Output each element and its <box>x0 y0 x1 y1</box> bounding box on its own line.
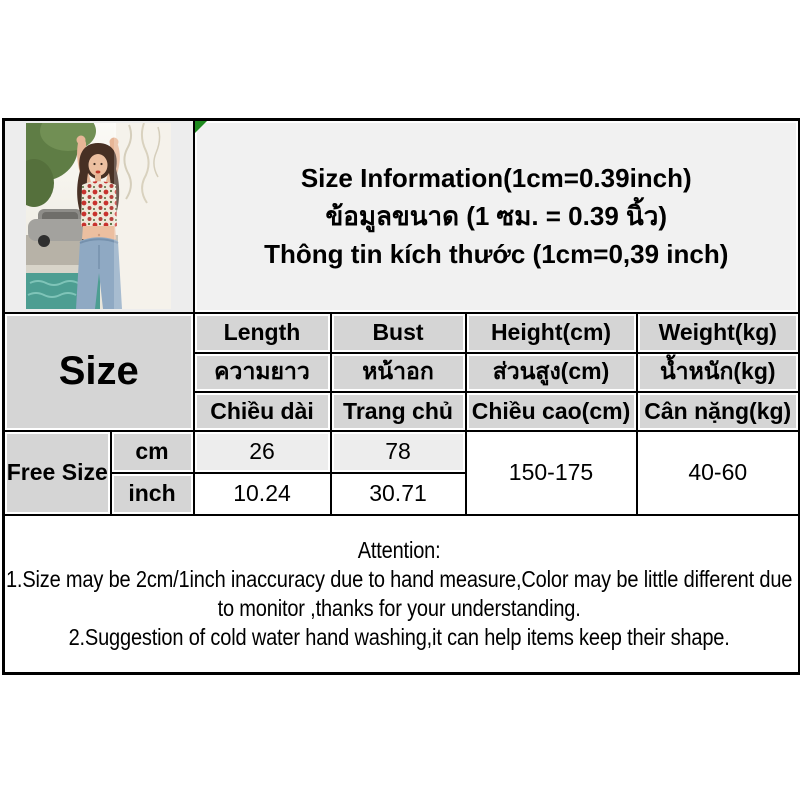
header-weight-vi: Cân nặng(kg) <box>635 390 800 432</box>
unit-inch-cell: inch <box>109 471 195 516</box>
value-height-range: 150-175 <box>464 429 638 516</box>
header-height-th: ส่วนสูง(cm) <box>464 351 638 393</box>
header-length-th: ความยาว <box>192 351 332 393</box>
header-bust-th: หน้าอก <box>329 351 467 393</box>
unit-cm-cell: cm <box>109 429 195 474</box>
title-cell: Size Information(1cm=0.39inch) ข้อมูลขนา… <box>192 118 800 314</box>
size-information-table: Size Information(1cm=0.39inch) ข้อมูลขนา… <box>2 118 800 675</box>
header-height-vi: Chiều cao(cm) <box>464 390 638 432</box>
value-bust-inch: 30.71 <box>329 471 467 516</box>
product-photo <box>5 123 192 310</box>
size-name-cell: Free Size <box>2 429 112 516</box>
attention-heading: Attention: <box>357 536 441 563</box>
header-weight-en: Weight(kg) <box>635 311 800 354</box>
header-bust-en: Bust <box>329 311 467 354</box>
attention-section: Attention: 1.Size may be 2cm/1inch inacc… <box>2 513 800 675</box>
value-length-inch: 10.24 <box>192 471 332 516</box>
product-photo-cell <box>2 118 195 314</box>
attention-note-1: 1.Size may be 2cm/1inch inaccuracy due t… <box>5 565 793 621</box>
header-height-en: Height(cm) <box>464 311 638 354</box>
header-weight-th: น้ำหนัก(kg) <box>635 351 800 393</box>
cell-corner-marker-icon <box>195 121 207 134</box>
title-line-en: Size Information(1cm=0.39inch) <box>300 163 692 194</box>
header-length-vi: Chiều dài <box>192 390 332 432</box>
value-length-cm: 26 <box>192 429 332 474</box>
value-weight-range: 40-60 <box>635 429 800 516</box>
title-line-th: ข้อมูลขนาด (1 ซม. = 0.39 นิ้ว) <box>325 201 668 232</box>
value-bust-cm: 78 <box>329 429 467 474</box>
product-photo-illustration <box>26 123 172 310</box>
header-bust-vi: Trang chủ <box>329 390 467 432</box>
title-line-vi: Thông tin kích thước (1cm=0,39 inch) <box>264 239 729 270</box>
attention-note-2: 2.Suggestion of cold water hand washing,… <box>68 623 730 650</box>
size-corner-label: Size <box>2 311 195 432</box>
header-length-en: Length <box>192 311 332 354</box>
